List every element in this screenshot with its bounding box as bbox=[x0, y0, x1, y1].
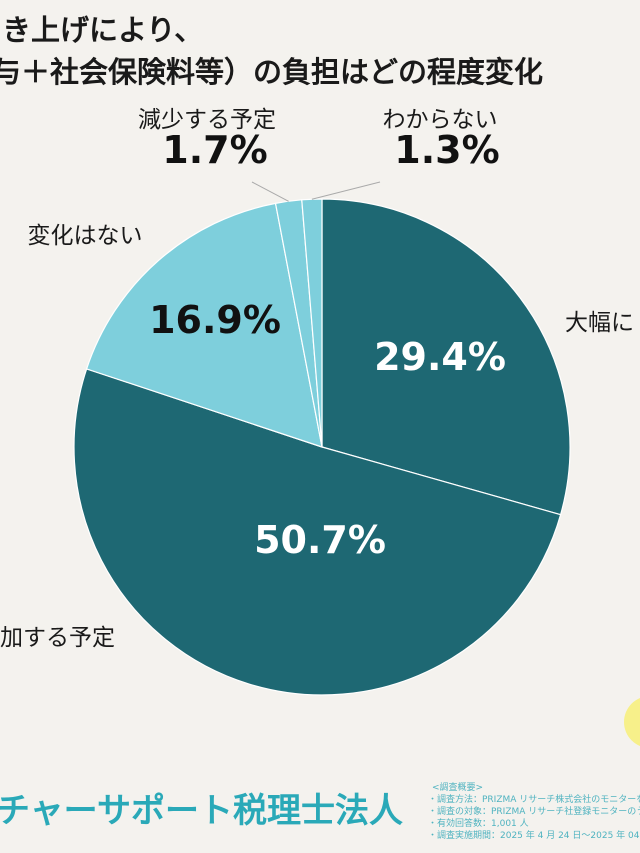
survey-note: ・調査の対象：PRIZMA リサーチ社登録モニターのう bbox=[428, 805, 640, 817]
category-label: 加する予定 bbox=[0, 625, 115, 651]
value-label: 16.9% bbox=[149, 298, 281, 342]
survey-note: ・調査実施期間：2025 年 4 月 24 日～2025 年 04 月 2 bbox=[428, 829, 640, 841]
pie-slice bbox=[73, 368, 562, 696]
survey-note: ・有効回答数：1,001 人 bbox=[428, 817, 529, 829]
leader-line bbox=[311, 181, 381, 200]
org-name: チャーサポート税理士法人 bbox=[0, 791, 403, 831]
pie-slice bbox=[321, 198, 571, 516]
value-label: 50.7% bbox=[254, 518, 386, 562]
survey-note: <調査概要> bbox=[432, 781, 483, 793]
pie-slice bbox=[85, 202, 323, 448]
category-label: 大幅に bbox=[565, 310, 634, 336]
category-label: わからない bbox=[383, 107, 498, 133]
value-label: 29.4% bbox=[374, 335, 506, 379]
title-line: 与＋社会保険料等）の負担はどの程度変化 bbox=[0, 55, 543, 89]
survey-note: ・調査方法：PRIZMA リサーチ株式会社のモニターを利 bbox=[428, 793, 640, 805]
badge bbox=[624, 698, 640, 746]
leader-line bbox=[251, 181, 289, 202]
category-label: 減少する予定 bbox=[138, 107, 276, 133]
title-line: き上げにより、 bbox=[2, 13, 203, 47]
value-label: 1.3% bbox=[394, 128, 499, 172]
value-label: 1.7% bbox=[162, 128, 267, 172]
category-label: 変化はない bbox=[28, 223, 143, 249]
